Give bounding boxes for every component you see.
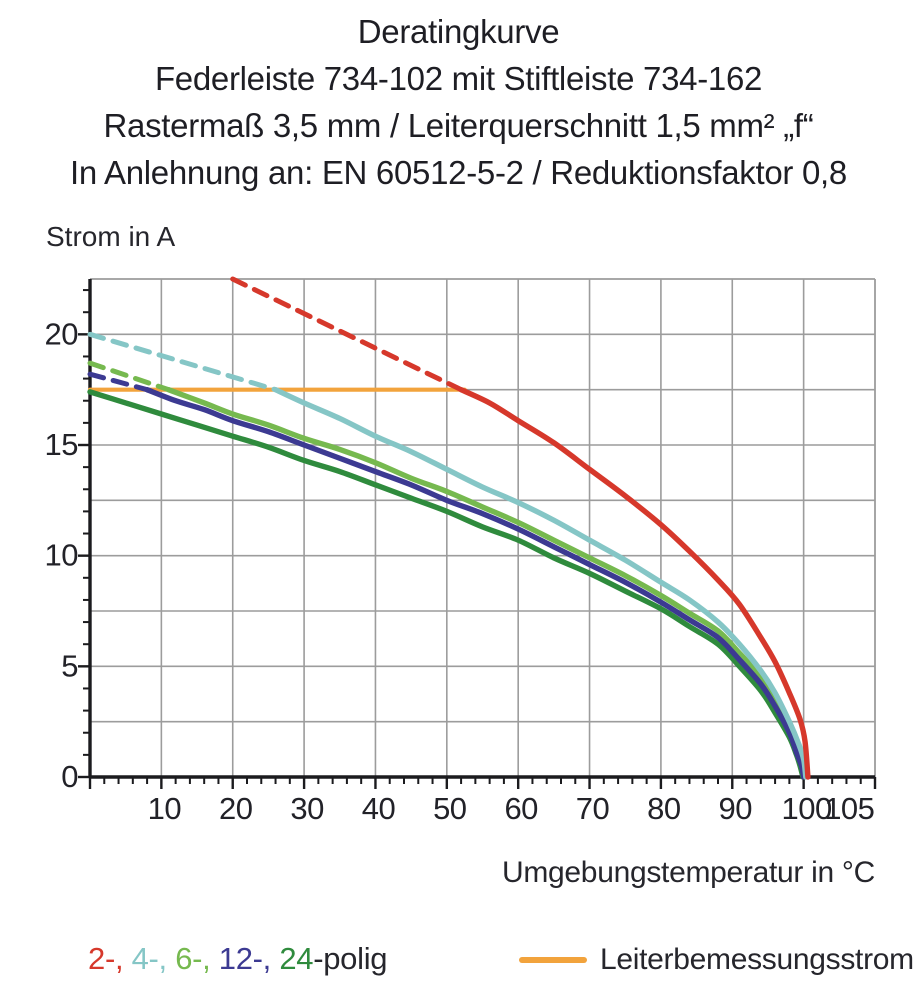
x-axis-title: Umgebungstemperatur in °C: [501, 856, 875, 889]
x-tick-label: 60: [504, 791, 538, 826]
series-6-polig-curve: [165, 386, 808, 780]
x-tick-label: 105: [824, 791, 874, 826]
chart-subtitle-2: Rastermaß 3,5 mm / Leiterquerschnitt 1,5…: [103, 107, 814, 144]
legend-pole-item: 2-,: [88, 941, 132, 976]
y-tick-label: 15: [45, 427, 78, 462]
chart-subtitle-3: In Anlehnung an: EN 60512-5-2 / Reduktio…: [70, 154, 847, 191]
x-tick-label: 50: [433, 791, 467, 826]
poles-legend: 2-, 4-, 6-, 12-, 24-polig: [88, 941, 388, 977]
rated-current-legend: Leiterbemessungsstrom: [519, 941, 914, 979]
x-tick-label: 90: [719, 791, 753, 826]
y-axis-title: Strom in A: [46, 221, 176, 252]
series-6-polig-dashed-curve: [87, 360, 171, 393]
rated-current-line-swatch: [519, 957, 587, 963]
x-tick-label: 20: [219, 791, 253, 826]
x-tick-label: 70: [576, 791, 610, 826]
y-tick-label: 10: [45, 538, 79, 573]
legend-pole-item: 24: [279, 941, 314, 976]
series-2-polig-dashed-curve: [230, 276, 464, 393]
chart-subtitle-1: Federleiste 734-102 mit Stiftleiste 734-…: [154, 60, 763, 97]
series-4-polig-dashed-curve: [87, 331, 279, 393]
series-24-polig-curve: [87, 389, 806, 780]
y-tick-label: 20: [45, 316, 79, 351]
series-12-polig-dashed-curve: [87, 371, 150, 393]
series-12-polig-curve: [144, 386, 807, 780]
x-tick-label: 10: [148, 791, 182, 826]
y-tick-label: 0: [61, 759, 78, 794]
y-tick-label: 5: [61, 648, 78, 683]
x-tick-label: 80: [647, 791, 681, 826]
x-tick-label: 30: [290, 791, 324, 826]
x-tick-label: 100: [782, 791, 832, 826]
chart-title: Deratingkurve: [357, 13, 560, 50]
legend-pole-item: 12-,: [218, 941, 280, 976]
series-4-polig-curve: [272, 386, 809, 780]
series-2-polig-curve: [458, 386, 811, 780]
x-tick-label: 40: [362, 791, 396, 826]
legend-pole-item: -polig: [313, 941, 388, 976]
chart-title-block: Deratingkurve Federleiste 734-102 mit St…: [0, 8, 917, 196]
legend-pole-item: 6-,: [175, 941, 219, 976]
legend-pole-item: 4-,: [131, 941, 176, 976]
rated-current-label: Leiterbemessungsstrom: [600, 943, 914, 976]
